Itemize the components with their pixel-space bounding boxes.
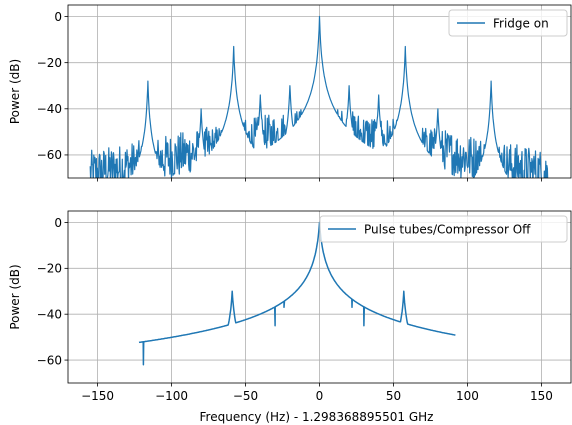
legend-label: Fridge on xyxy=(493,17,549,31)
series-line xyxy=(89,15,549,178)
legend-label: Pulse tubes/Compressor Off xyxy=(364,223,531,237)
y-tick-label: −40 xyxy=(37,308,62,322)
legend-box xyxy=(319,215,568,243)
x-tick-label: 0 xyxy=(316,389,324,403)
x-tick-label: −100 xyxy=(155,389,188,403)
y-tick-label: −20 xyxy=(37,56,62,70)
x-tick-label: 50 xyxy=(386,389,401,403)
x-tick-label: 100 xyxy=(456,389,479,403)
panel-2: Pulse tubes/Compressor Off −150 −100 −50 0 50… xyxy=(8,210,572,424)
x-tick-label: −150 xyxy=(81,389,114,403)
panel-1: Fridge on 0 −20 −40 −60 Power (dB) xyxy=(8,4,572,182)
y-tick-label: −20 xyxy=(37,262,62,276)
x-axis-label: Frequency (Hz) - 1.298368895501 GHz xyxy=(200,410,434,424)
y-tick-label: −60 xyxy=(37,353,62,367)
y-tick-label: −60 xyxy=(37,148,62,162)
y-axis-label: Power (dB) xyxy=(8,59,22,124)
x-tick-label: −50 xyxy=(233,389,258,403)
legend-box xyxy=(448,9,568,37)
y-tick-label: 0 xyxy=(54,216,62,230)
y-tick-label: −40 xyxy=(37,102,62,116)
series-line xyxy=(138,221,456,366)
y-tick-label: 0 xyxy=(54,10,62,24)
y-axis-label: Power (dB) xyxy=(8,264,22,329)
x-tick-label: 150 xyxy=(530,389,553,403)
